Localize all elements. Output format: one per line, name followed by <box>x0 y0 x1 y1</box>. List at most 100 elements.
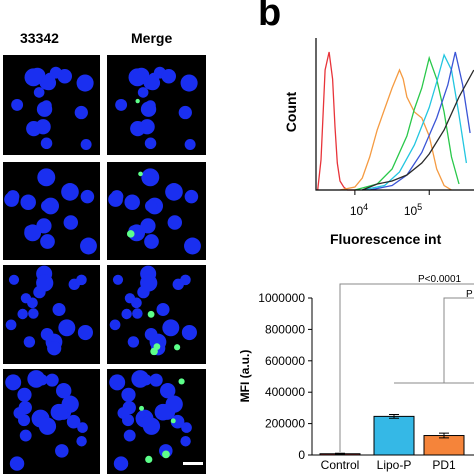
green-signal <box>170 418 176 424</box>
p-value-1: P<0.0001 <box>418 274 462 285</box>
nucleus <box>132 308 143 319</box>
bar-ytick-label: 1000000 <box>258 291 305 305</box>
micrograph-33342-row-1 <box>3 55 100 155</box>
nucleus <box>38 417 57 435</box>
micrograph-merge-row-4 <box>107 369 206 474</box>
nucleus <box>40 137 53 150</box>
nucleus <box>140 101 157 117</box>
nucleus <box>40 327 54 341</box>
nucleus <box>55 444 69 458</box>
nucleus <box>154 403 172 421</box>
bar-xlabel: Lipo-P <box>377 458 412 472</box>
micrograph-merge-row-1 <box>107 55 206 155</box>
nucleus <box>41 75 57 91</box>
nucleus <box>180 436 191 447</box>
histogram-series-3 <box>354 55 460 191</box>
nucleus <box>23 336 36 348</box>
green-signal <box>135 98 140 104</box>
nucleus <box>41 199 54 213</box>
nucleus <box>184 237 201 255</box>
bar-xlabel: PD1 <box>432 458 456 472</box>
nucleus <box>66 414 81 429</box>
nucleus <box>139 119 155 135</box>
nucleus <box>28 308 39 319</box>
bar-pd1 <box>423 435 465 456</box>
nucleus <box>121 387 136 402</box>
scale-bar <box>183 462 203 465</box>
green-signal <box>145 455 153 464</box>
nucleus <box>180 74 198 92</box>
nucleus <box>9 456 25 471</box>
nucleus <box>137 87 149 98</box>
green-signal <box>126 230 135 238</box>
error-bar <box>389 413 399 419</box>
nucleus <box>47 341 62 356</box>
bar-ytick-label: 400000 <box>265 385 305 399</box>
p-value-2: P <box>466 289 473 300</box>
nucleus <box>112 274 124 285</box>
nucleus <box>117 407 130 419</box>
nucleus <box>149 373 163 387</box>
green-signal <box>147 310 155 318</box>
micrograph-33342-row-3 <box>3 265 100 364</box>
nucleus <box>124 293 136 304</box>
nucleus <box>161 69 176 84</box>
bar-control <box>319 453 361 456</box>
green-signal <box>178 378 185 385</box>
nucleus <box>115 98 128 111</box>
nucleus <box>56 383 72 399</box>
nucleus <box>33 87 45 98</box>
nucleus <box>40 234 55 249</box>
nucleus <box>109 319 121 331</box>
nucleus <box>76 274 87 286</box>
green-signal <box>138 171 143 177</box>
nucleus <box>160 383 176 399</box>
nucleus <box>162 319 180 337</box>
nucleus <box>11 98 24 111</box>
nucleus <box>74 105 88 120</box>
nucleus <box>144 234 159 249</box>
nucleus <box>123 429 136 442</box>
bar-ylabel: MFI (a.u.) <box>238 350 252 403</box>
nucleus <box>63 215 79 230</box>
nucleus <box>156 302 170 316</box>
tick-label-1e4: 104 <box>350 202 368 218</box>
bar-xlabel: Control <box>321 458 360 472</box>
nucleus <box>19 429 32 442</box>
nucleus <box>17 308 28 320</box>
nucleus <box>36 274 54 292</box>
histogram-series-6 <box>362 69 474 191</box>
micrograph-merge-row-3 <box>107 265 206 364</box>
nucleus <box>181 422 192 433</box>
nucleus <box>133 67 150 84</box>
green-signal <box>139 405 144 411</box>
nucleus <box>167 215 183 230</box>
nucleus <box>17 387 32 402</box>
nucleus <box>57 69 72 84</box>
nucleus <box>61 183 79 201</box>
nucleus <box>36 101 53 117</box>
micrograph-merge-row-2 <box>107 162 206 260</box>
nucleus <box>24 224 42 242</box>
nucleus <box>29 67 46 84</box>
nucleus <box>52 302 66 316</box>
nucleus <box>45 373 59 387</box>
nucleus <box>144 327 158 341</box>
nucleus <box>180 274 191 286</box>
nucleus <box>20 293 32 304</box>
panel-label-b: b <box>258 0 282 34</box>
nucleus <box>141 168 160 187</box>
nucleus <box>13 407 26 419</box>
significance-bracket-1 <box>339 283 474 452</box>
histogram-xlabel: Fluorescence int <box>330 231 442 247</box>
nucleus <box>4 192 19 207</box>
histogram-series-1 <box>317 51 355 191</box>
nucleus <box>170 414 185 429</box>
nucleus <box>121 308 132 320</box>
nucleus <box>5 319 17 331</box>
nucleus <box>127 336 140 348</box>
nucleus <box>124 194 140 211</box>
nucleus <box>145 75 161 91</box>
nucleus <box>184 189 199 204</box>
nucleus <box>76 74 94 92</box>
